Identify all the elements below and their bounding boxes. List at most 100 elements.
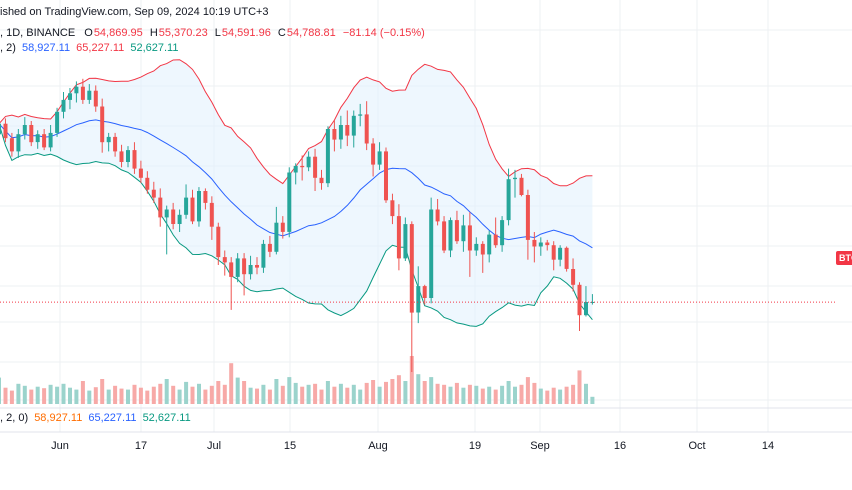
candle-body <box>571 269 576 285</box>
x-axis-label: 14 <box>762 440 774 452</box>
candle-body <box>145 177 150 190</box>
volume-bar <box>577 370 582 404</box>
candle-body <box>480 243 485 255</box>
volume-bar <box>371 380 376 404</box>
candle-body <box>138 168 143 178</box>
volume-bar <box>287 377 292 404</box>
candle-body <box>222 257 227 263</box>
candle-body <box>280 222 285 232</box>
candle-body <box>325 129 330 184</box>
volume-bar <box>448 386 453 404</box>
volume-bar <box>545 390 550 404</box>
candle-body <box>55 111 60 133</box>
volume-bar <box>474 385 479 404</box>
candle-body <box>235 258 240 277</box>
volume-bar <box>158 383 163 404</box>
candle-body <box>242 258 247 275</box>
volume-bar <box>364 382 369 404</box>
candle-body <box>590 302 595 303</box>
candle-body <box>113 136 118 152</box>
candle-body <box>93 90 98 107</box>
candle-body <box>68 93 72 100</box>
volume-bar <box>106 389 111 404</box>
candle-body <box>545 242 550 246</box>
high-label: H <box>149 27 158 39</box>
volume-bar <box>590 396 595 404</box>
volume-bar <box>151 386 156 404</box>
candle-body <box>29 125 34 143</box>
volume-bar <box>358 389 363 404</box>
candle-body <box>267 243 272 252</box>
candle-body <box>538 242 543 247</box>
volume-bar <box>216 381 221 404</box>
candle-body <box>319 177 324 184</box>
volume-bar <box>229 363 234 404</box>
x-axis-label: Aug <box>368 440 388 452</box>
volume-bar <box>493 389 498 404</box>
candle-body <box>184 197 189 215</box>
candle-body <box>229 262 234 277</box>
close-label: C <box>277 27 286 39</box>
candle-body <box>197 191 201 222</box>
x-axis-label: 16 <box>614 440 626 452</box>
volume-bar <box>558 389 563 404</box>
volume-bar <box>171 385 176 404</box>
x-axis-label: Oct <box>688 440 705 452</box>
candle-body <box>358 114 363 116</box>
candle-body <box>100 106 105 143</box>
volume-bar <box>435 383 440 404</box>
volume-bar <box>68 387 72 404</box>
volume-bar <box>184 381 189 404</box>
bollinger-basis-line <box>0 119 593 249</box>
candle-body <box>461 225 466 242</box>
x-axis-label: Jun <box>51 440 69 452</box>
volume-bar <box>42 388 47 404</box>
indicator-params: , 2, 0) <box>0 412 29 424</box>
candle-body <box>506 179 511 221</box>
volume-bar <box>500 385 505 404</box>
candle-body <box>442 221 447 251</box>
volume-bar <box>164 379 169 404</box>
volume-bar <box>416 374 421 404</box>
candle-body <box>377 151 382 165</box>
volume-bar <box>571 384 576 404</box>
candle-body <box>525 195 530 240</box>
volume-bar <box>513 386 517 404</box>
volume-bar <box>100 379 105 404</box>
candle-body <box>422 286 427 298</box>
bollinger-basis-value: 58,927.11 <box>21 42 71 54</box>
candle-body <box>351 115 356 136</box>
high-value: 55,370.23 <box>158 27 208 39</box>
volume-bar <box>22 385 27 404</box>
price-axis-badge: BTC <box>836 251 852 265</box>
volume-bar <box>145 390 150 404</box>
x-axis-label: Sep <box>530 440 550 452</box>
volume-bar <box>138 387 143 404</box>
volume-bar <box>313 383 318 404</box>
bollinger-legend: , 2) 58,927.11 65,227.11 52,627.11 <box>0 41 178 55</box>
volume-bar <box>351 384 356 404</box>
candle-body <box>396 216 401 259</box>
candle-body <box>80 86 85 100</box>
volume-bar <box>306 384 311 404</box>
volume-bar <box>325 381 330 404</box>
change-value: −81.14 (−0.15%) <box>342 27 425 39</box>
volume-bar <box>467 384 472 404</box>
bollinger-upper-value: 65,227.11 <box>76 42 125 54</box>
candle-body <box>487 234 492 255</box>
volume-bar <box>390 379 395 404</box>
candle-body <box>584 302 588 316</box>
candle-body <box>500 220 505 246</box>
volume-bar <box>267 389 272 404</box>
candle-body <box>558 247 563 260</box>
x-axis-label: 17 <box>135 440 147 452</box>
volume-bar <box>248 387 253 404</box>
candle-body <box>519 177 524 195</box>
x-axis-label: Jul <box>207 440 221 452</box>
candle-body <box>248 265 253 275</box>
indicator-upper-value: 65,227.11 <box>88 412 137 424</box>
candle-body <box>429 209 434 298</box>
volume-bar <box>506 381 511 404</box>
